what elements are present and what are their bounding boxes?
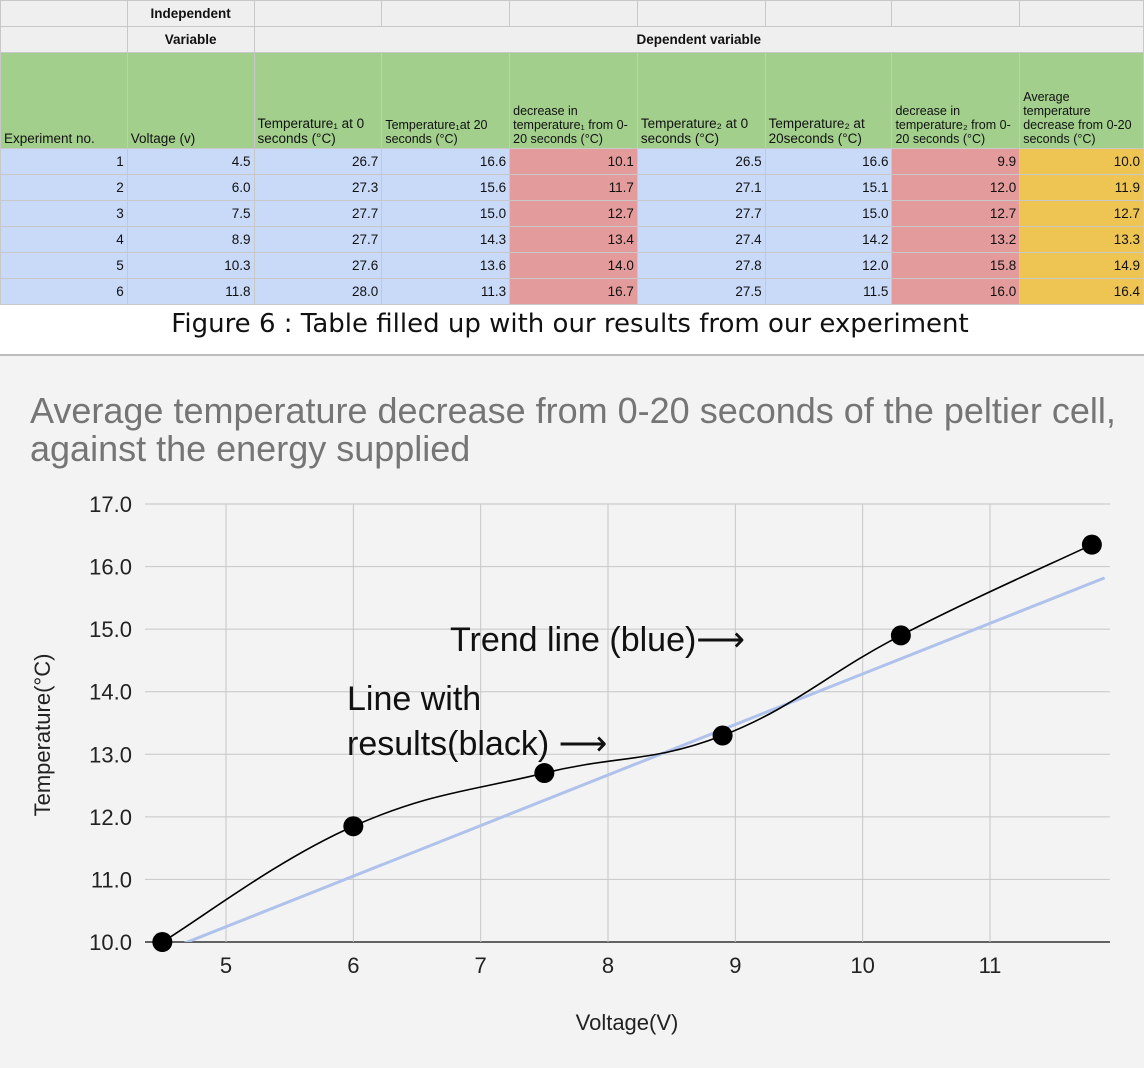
data-point <box>152 932 173 952</box>
table-row: 5 10.3 27.6 13.6 14.0 27.8 12.0 15.8 14.9 <box>0 252 1144 279</box>
results-line <box>161 543 1093 943</box>
y-tick-label: 12.0 <box>89 805 132 830</box>
table-cell: 16.6 <box>764 148 893 175</box>
data-point <box>534 763 555 784</box>
data-point <box>1081 534 1102 555</box>
table-cell: 27.3 <box>253 174 383 201</box>
x-axis-label: Voltage(V) <box>576 1010 679 1035</box>
column-header: Temperature₁at 20 seconds (°C) <box>381 52 511 149</box>
table-row: 6 11.8 28.0 11.3 16.7 27.5 11.5 16.0 16.4 <box>0 278 1144 305</box>
table-cell: 28.0 <box>253 278 383 305</box>
table-row: 4 8.9 27.7 14.3 13.4 27.4 14.2 13.2 13.3 <box>0 226 1144 253</box>
x-tick-label: 6 <box>347 953 359 978</box>
table-cell: 10.0 <box>1019 148 1144 175</box>
data-point <box>712 725 733 746</box>
divider <box>0 354 1144 356</box>
table-cell: 13.6 <box>381 252 511 279</box>
table-cell: 9.9 <box>891 148 1021 175</box>
y-axis-label: Temperature(°C) <box>30 654 55 817</box>
table-row: 1 4.5 26.7 16.6 10.1 26.5 16.6 9.9 10.0 <box>0 148 1144 175</box>
y-tick-label: 13.0 <box>89 742 132 767</box>
table-cell: 15.0 <box>764 200 893 227</box>
table-cell: 16.4 <box>1019 278 1144 305</box>
table-cell: 13.4 <box>509 226 638 253</box>
table-cell: 15.0 <box>381 200 511 227</box>
table-cell: 14.9 <box>1019 252 1144 279</box>
table-cell: 27.4 <box>636 226 766 253</box>
y-tick-label: 10.0 <box>89 930 132 955</box>
table-cell: 16.6 <box>381 148 511 175</box>
y-tick-label: 11.0 <box>91 867 132 892</box>
annotation-results-line: results(black) ⟶ <box>347 725 607 763</box>
chart-background <box>0 356 1144 1068</box>
table-cell: 6.0 <box>126 174 255 201</box>
x-tick-label: 5 <box>220 953 232 978</box>
independent-header-line2: Variable <box>126 26 255 53</box>
table-cell: 15.6 <box>381 174 511 201</box>
x-tick-label: 7 <box>475 953 487 978</box>
table-cell: 3 <box>0 200 128 227</box>
table-cell: 13.2 <box>891 226 1021 253</box>
y-tick-label: 14.0 <box>89 680 132 705</box>
data-point <box>343 816 364 837</box>
table-cell: 6 <box>0 278 128 305</box>
table-cell: 10.3 <box>126 252 255 279</box>
table-cell: 11.8 <box>126 278 255 305</box>
annotation-results-line: Line with <box>347 680 481 718</box>
annotation-trend-line: Trend line (blue)⟶ <box>450 621 745 659</box>
column-header: Experiment no. <box>0 52 128 149</box>
table-cell: 1 <box>0 148 128 175</box>
y-tick-label: 15.0 <box>89 617 132 642</box>
column-header-row: Experiment no. Voltage (v) Temperature₁ … <box>0 52 1144 149</box>
table-cell: 12.7 <box>509 200 638 227</box>
x-tick-label: 8 <box>602 953 614 978</box>
table-cell: 26.7 <box>253 148 383 175</box>
table-cell: 14.2 <box>764 226 893 253</box>
results-table: Independent Variable Dependent variable … <box>0 0 1144 305</box>
table-cell: 26.5 <box>636 148 766 175</box>
column-header: decrease in temperature₂ from 0-20 secon… <box>891 52 1021 149</box>
table-cell: 11.5 <box>764 278 893 305</box>
table-cell: 14.0 <box>509 252 638 279</box>
table-cell: 15.1 <box>764 174 893 201</box>
table-cell: 27.6 <box>253 252 383 279</box>
figure-caption: Figure 6 : Table filled up with our resu… <box>171 309 969 339</box>
table-cell: 13.3 <box>1019 226 1144 253</box>
column-header: decrease in temperature₁ from 0-20 secon… <box>509 52 638 149</box>
y-tick-label: 16.0 <box>89 555 132 580</box>
chart-title: Average temperature decrease from 0-20 s… <box>30 390 1116 469</box>
table-cell: 27.5 <box>636 278 766 305</box>
table-cell: 27.7 <box>253 200 383 227</box>
table-cell: 16.7 <box>509 278 638 305</box>
column-header: Average temperature decrease from 0-20 s… <box>1019 52 1144 149</box>
table-cell: 7.5 <box>126 200 255 227</box>
column-header: Voltage (v) <box>126 52 255 149</box>
table-cell: 12.0 <box>764 252 893 279</box>
table-row: 3 7.5 27.7 15.0 12.7 27.7 15.0 12.7 12.7 <box>0 200 1144 227</box>
table-cell: 11.3 <box>381 278 511 305</box>
trend-line <box>183 576 1106 942</box>
dependent-header: Dependent variable <box>253 26 1144 53</box>
table-cell: 27.1 <box>636 174 766 201</box>
table-cell: 10.1 <box>509 148 638 175</box>
column-header: Temperature₂ at 20seconds (°C) <box>764 52 893 149</box>
y-tick-label: 17.0 <box>89 492 132 517</box>
table-cell: 5 <box>0 252 128 279</box>
x-tick-label: 9 <box>729 953 741 978</box>
table-cell: 15.8 <box>891 252 1021 279</box>
x-tick-label: 11 <box>979 953 1002 978</box>
data-point <box>890 625 911 646</box>
table-cell: 12.7 <box>1019 200 1144 227</box>
table-cell: 2 <box>0 174 128 201</box>
table-cell: 4.5 <box>126 148 255 175</box>
x-tick-label: 10 <box>850 953 874 978</box>
column-header: Temperature₁ at 0 seconds (°C) <box>253 52 383 149</box>
table-cell: 11.9 <box>1019 174 1144 201</box>
